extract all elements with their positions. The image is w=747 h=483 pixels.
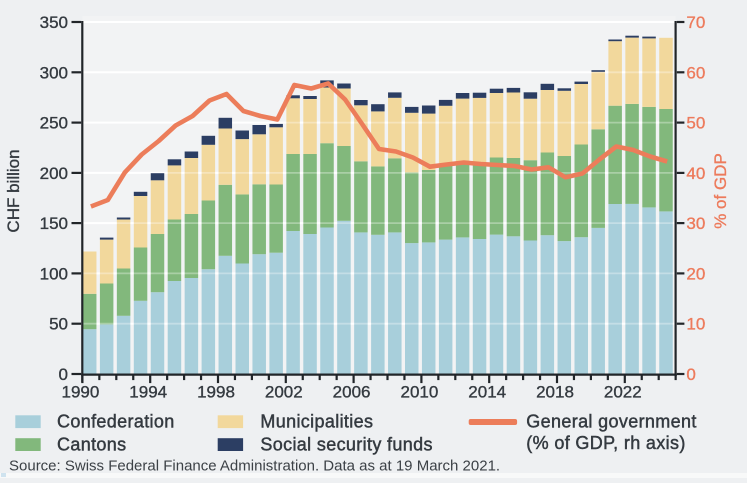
svg-text:2022: 2022 <box>604 383 642 402</box>
svg-text:50: 50 <box>49 315 68 334</box>
svg-text:300: 300 <box>40 63 68 82</box>
svg-text:Social security funds: Social security funds <box>260 434 432 454</box>
svg-text:2010: 2010 <box>400 383 438 402</box>
svg-text:40: 40 <box>686 164 705 183</box>
svg-text:200: 200 <box>40 164 68 183</box>
svg-text:10: 10 <box>686 315 705 334</box>
svg-text:2002: 2002 <box>265 383 303 402</box>
svg-text:350: 350 <box>40 13 68 32</box>
svg-text:Cantons: Cantons <box>57 434 127 454</box>
svg-text:General government: General government <box>526 412 696 432</box>
svg-text:(% of GDP, rh axis): (% of GDP, rh axis) <box>526 433 685 453</box>
svg-text:Source: Swiss Federal Finance: Source: Swiss Federal Finance Administra… <box>9 458 500 475</box>
svg-text:70: 70 <box>686 13 705 32</box>
svg-text:1994: 1994 <box>129 383 167 402</box>
svg-text:% of GDP: % of GDP <box>711 153 730 229</box>
svg-text:100: 100 <box>40 264 68 283</box>
svg-text:50: 50 <box>686 114 705 133</box>
svg-text:0: 0 <box>686 365 695 384</box>
svg-text:2006: 2006 <box>333 383 371 402</box>
svg-text:2018: 2018 <box>536 383 574 402</box>
svg-text:1998: 1998 <box>197 383 235 402</box>
svg-text:60: 60 <box>686 63 705 82</box>
svg-text:Municipalities: Municipalities <box>260 412 373 432</box>
svg-text:20: 20 <box>686 264 705 283</box>
svg-text:1990: 1990 <box>61 383 99 402</box>
svg-text:0: 0 <box>59 365 68 384</box>
svg-text:Confederation: Confederation <box>57 412 175 432</box>
svg-text:CHF billion: CHF billion <box>4 149 23 232</box>
svg-text:2014: 2014 <box>468 383 506 402</box>
svg-text:250: 250 <box>40 114 68 133</box>
svg-text:30: 30 <box>686 214 705 233</box>
svg-text:150: 150 <box>40 214 68 233</box>
